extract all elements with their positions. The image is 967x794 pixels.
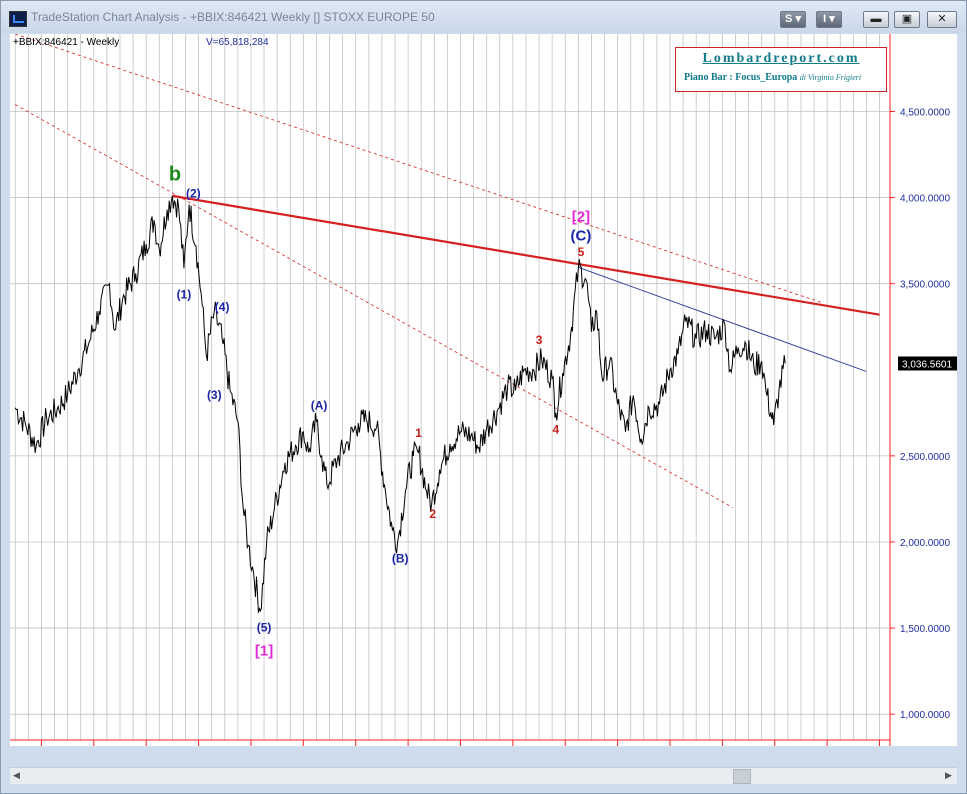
watermark-box: Lombardreport.com Piano Bar : Focus_Euro… [675,47,887,92]
y-tick-label: 2,000.0000 [900,538,950,549]
chevron-down-icon: ▾ [795,13,801,25]
window-title: TradeStation Chart Analysis - +BBIX:8464… [31,10,435,24]
y-tick-label: 2,500.0000 [900,452,950,463]
trendline-solid-red [172,194,880,316]
horizontal-scrollbar[interactable]: ◀ ▶ [10,767,957,784]
wave-label: 5 [578,245,585,259]
wave-label: [2] [572,209,590,226]
y-tick-label: 1,000.0000 [900,710,950,721]
wave-label: (C) [571,228,592,245]
last-price-marker [898,356,960,371]
symbol-label: +BBIX:846421 - Weekly [13,37,120,48]
wave-label: (4) [215,300,230,314]
price-chart[interactable]: b (2) (1) (4) (3) (5) [1] (A) (B) 1 2 3 4 5(C) [2] 4,5… [10,33,960,762]
axes: 4,500.0000 4,000.0000 3,500.0000 2,500.0000… [10,34,960,762]
trendline-dashed-red [15,33,823,304]
brand-subtitle-text: Piano Bar : Focus_Europa [684,72,798,83]
scroll-left-icon[interactable]: ◀ [13,770,20,780]
wave-label: (2) [186,187,201,201]
close-button[interactable]: ✕ [927,11,957,28]
trendline-dashed-red [15,104,734,508]
i-dropdown-button[interactable]: I ▾ [816,11,842,28]
wave-label: (A) [311,398,328,412]
y-tick-label: 1,500.0000 [900,624,950,635]
grid [10,34,890,740]
wave-label: (1) [177,287,192,301]
last-price-label: 3,036.5601 [902,359,952,370]
wave-label: 4 [552,422,559,436]
wave-label: (5) [257,621,272,635]
minimize-icon: ▬ [870,13,882,25]
s-button-label: S [785,13,793,25]
maximize-icon: ▣ [901,13,913,25]
title-bar[interactable]: TradeStation Chart Analysis - +BBIX:8464… [1,1,966,33]
volume-label: V=65,818,284 [206,37,269,48]
y-tick-label: 3,500.0000 [900,280,950,291]
scroll-thumb[interactable] [733,769,751,784]
chevron-down-icon: ▾ [829,13,835,25]
brand-byline: di Virginio Frigieri [799,73,862,82]
i-button-label: I [823,13,827,25]
chart-area[interactable]: b (2) (1) (4) (3) (5) [1] (A) (B) 1 2 3 4 5 (C) [2] 4,5… [10,33,960,762]
close-icon: ✕ [937,13,947,25]
price-series [14,195,786,613]
brand-title: Lombardreport.com [702,51,860,66]
wave-label: [1] [255,643,273,660]
minimize-button[interactable]: ▬ [863,11,889,28]
s-dropdown-button[interactable]: S ▾ [780,11,806,28]
tradestation-app-icon [9,11,27,27]
price-line [14,195,786,613]
scroll-right-icon[interactable]: ▶ [945,770,952,780]
wave-label: (B) [392,552,409,566]
maximize-button[interactable]: ▣ [894,11,920,28]
wave-label: 1 [415,426,422,440]
wave-label: b [169,163,181,185]
wave-labels: b (2) (1) (4) (3) (5) [1] (A) (B) 1 2 3 4 5(C) [2] [169,163,591,659]
wave-label: 3 [536,333,543,347]
y-tick-label: 4,500.0000 [900,107,950,118]
wave-label: 2 [429,507,436,521]
wave-label: (3) [207,388,222,402]
brand-subtitle: Piano Bar : Focus_Europa di Virginio Fri… [684,72,861,83]
y-tick-label: 4,000.0000 [900,194,950,205]
